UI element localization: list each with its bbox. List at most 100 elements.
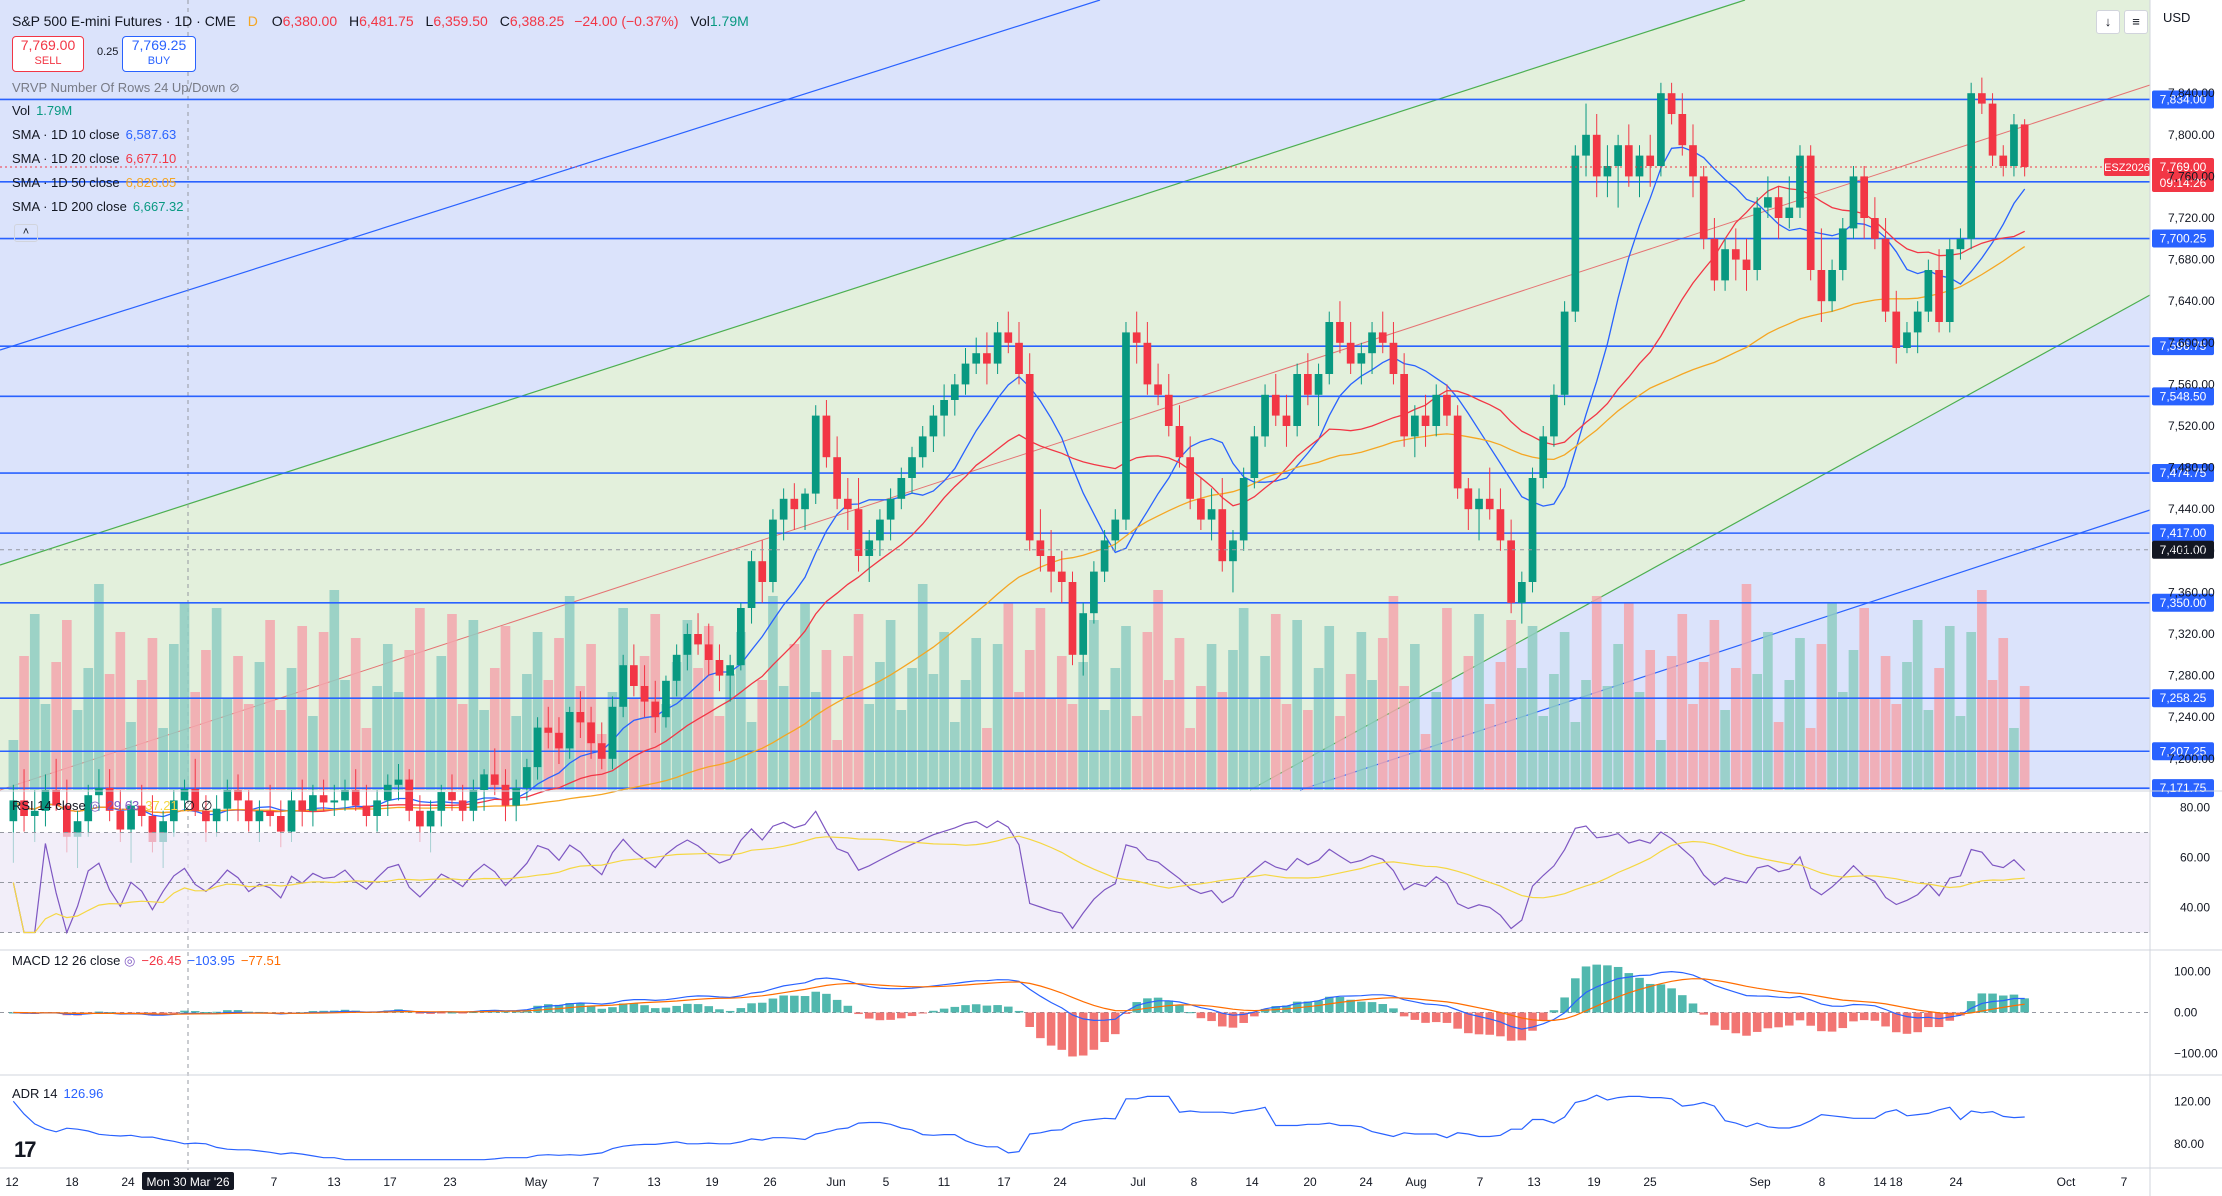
sma10-indicator[interactable]: SMA · 1D 10 close 6,587.63: [12, 127, 176, 142]
candle-body: [608, 706, 617, 759]
volume-bar: [83, 668, 94, 790]
candle-body: [1774, 197, 1783, 218]
macd-hist-bar: [1442, 1012, 1452, 1023]
candle-body: [1796, 155, 1804, 208]
buy-button[interactable]: 7,769.25 BUY: [122, 36, 196, 72]
candle-body: [1325, 322, 1334, 374]
macd-hist-bar: [1292, 1001, 1302, 1013]
settings-icon[interactable]: ◎: [89, 798, 101, 813]
macd-hist-bar: [1196, 1012, 1206, 1019]
vrvp-indicator[interactable]: VRVP Number Of Rows 24 Up/Down ⊘: [12, 80, 240, 96]
macd-hist-bar: [971, 1004, 981, 1013]
macd-hist-bar: [1421, 1012, 1430, 1023]
volume-bar: [136, 680, 147, 790]
volume-bar: [222, 698, 233, 790]
macd-hist-bar: [1849, 1012, 1858, 1022]
candle-body: [469, 790, 478, 811]
volume-bar: [72, 710, 83, 790]
volume-bar: [1142, 632, 1153, 790]
candle-body: [1079, 613, 1088, 655]
macd-hist-bar: [1817, 1012, 1826, 1032]
candle-body: [490, 774, 499, 785]
macd-hist-bar: [1143, 998, 1152, 1013]
macd-hist-bar: [2020, 998, 2029, 1013]
macd-hist-bar: [1560, 997, 1569, 1013]
sell-button[interactable]: 7,769.00 SELL: [12, 36, 84, 72]
vol-indicator[interactable]: Vol 1.79M: [12, 103, 72, 118]
sma200-indicator[interactable]: SMA · 1D 200 close 6,667.32: [12, 199, 184, 214]
volume-bar: [1196, 686, 1206, 790]
macd-hist-bar: [1581, 966, 1591, 1013]
macd-hist-bar: [757, 1002, 767, 1013]
tradingview-logo[interactable]: 17: [14, 1137, 37, 1162]
macd-hist-bar: [2009, 994, 2019, 1013]
candle-body: [961, 363, 970, 385]
macd-hist-bar: [704, 1006, 714, 1013]
macd-hist-bar: [1528, 1012, 1537, 1031]
candle-body: [1978, 93, 1986, 104]
rsi-upper: ∅: [183, 798, 196, 813]
volume-bar: [714, 716, 725, 790]
macd-hist-bar: [1025, 1012, 1034, 1027]
volume-bar: [393, 692, 404, 790]
volume-bar: [1923, 710, 1934, 790]
volume-bar: [1345, 674, 1356, 790]
volume-bar: [1709, 620, 1720, 790]
price-tick-label: 7,560.00: [2168, 377, 2215, 391]
time-tick-label: 24: [121, 1175, 135, 1189]
candle-body: [1528, 478, 1537, 582]
volume-bar: [1517, 668, 1527, 790]
adr-legend[interactable]: ADR 14 126.96: [12, 1086, 103, 1101]
macd-legend[interactable]: MACD 12 26 close ◎ −26.45 −103.95 −77.51: [12, 953, 281, 969]
eye-icon[interactable]: ⊘: [229, 80, 240, 95]
macd-hist-bar: [576, 1003, 585, 1013]
sma50-indicator[interactable]: SMA · 1D 50 close 6,826.05: [12, 175, 176, 190]
sma20-label: SMA · 1D 20 close: [12, 151, 120, 166]
macd-signal-line: [13, 978, 2025, 1022]
collapse-indicators-button[interactable]: ˄: [14, 224, 38, 242]
symbol-title[interactable]: S&P 500 E-mini Futures · 1D · CME: [12, 13, 236, 29]
menu-icon[interactable]: ≡: [2124, 10, 2148, 34]
currency-label[interactable]: USD: [2163, 10, 2191, 25]
macd-hist-bar: [533, 1005, 542, 1013]
macd-hist-bar: [1250, 1012, 1259, 1017]
macd-hist-bar: [736, 1008, 746, 1013]
candle-body: [287, 800, 296, 832]
macd-hist-bar: [1057, 1012, 1067, 1050]
sma50-label: SMA · 1D 50 close: [12, 175, 120, 190]
vol-label: Vol: [690, 13, 710, 29]
channel-green: [0, 0, 2150, 790]
volume-bar: [1677, 614, 1688, 790]
candle-body: [351, 790, 360, 806]
macd-hist-bar: [1004, 1006, 1013, 1013]
volume-bar: [286, 668, 297, 790]
volume-bar: [960, 680, 971, 790]
candles[interactable]: [9, 77, 2029, 868]
candle-body: [105, 787, 114, 811]
volume-bar: [1303, 710, 1313, 790]
sma20-indicator[interactable]: SMA · 1D 20 close 6,677.10: [12, 151, 176, 166]
macd-hist-bar: [1934, 1012, 1944, 1028]
candle-body: [1699, 176, 1708, 239]
crosshair-date-bg: [142, 1172, 234, 1190]
volume-bar: [1613, 644, 1623, 790]
rsi-tick-label: 80.00: [2180, 801, 2210, 815]
candle-body: [1186, 457, 1195, 499]
time-tick-label: 7: [271, 1175, 278, 1189]
macd-hist-bar: [832, 999, 842, 1013]
volume-bar: [1784, 680, 1795, 790]
settings-icon[interactable]: ◎: [124, 953, 136, 968]
candle-body: [1036, 540, 1045, 556]
candle-body: [672, 654, 681, 681]
rsi-legend[interactable]: RSI 14 close ◎ 29.63 37.21 ∅ ∅: [12, 798, 212, 814]
candle-body: [1207, 509, 1216, 520]
candle-body: [298, 800, 307, 811]
time-tick-label: 17: [997, 1175, 1011, 1189]
candle-body: [1443, 394, 1451, 416]
download-icon[interactable]: ↓: [2096, 10, 2120, 34]
macd-hist-bar: [1036, 1012, 1045, 1039]
candle-body: [73, 821, 82, 837]
macd-hist-bar: [982, 1005, 992, 1013]
candle-body: [533, 727, 542, 768]
